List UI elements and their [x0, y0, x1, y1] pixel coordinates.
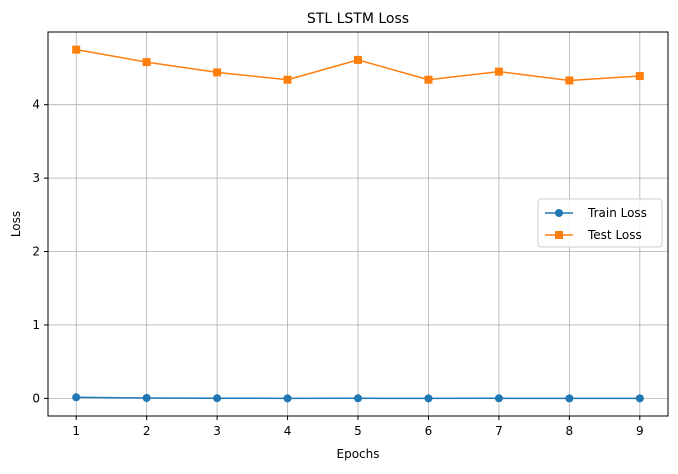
data-point-square [283, 75, 292, 84]
x-tick-label: 7 [495, 424, 503, 438]
x-axis-label: Epochs [337, 447, 380, 461]
data-point-circle [494, 394, 503, 403]
legend-label-train: Train Loss [587, 206, 647, 220]
data-point-circle [635, 394, 644, 403]
data-point-square [635, 72, 644, 81]
x-tick-label: 5 [354, 424, 362, 438]
y-tick-label: 1 [32, 318, 40, 332]
data-point-circle [213, 394, 222, 403]
legend-marker-train [555, 209, 563, 217]
y-tick-label: 0 [32, 391, 40, 405]
data-point-circle [283, 394, 292, 403]
series-train-loss [72, 393, 644, 403]
data-point-square [72, 45, 81, 54]
ticks: 1 2 3 4 5 6 7 8 9 0 1 2 3 4 [32, 98, 643, 438]
y-axis-label: Loss [9, 211, 23, 237]
legend-label-test: Test Loss [587, 228, 642, 242]
series-test-loss [72, 45, 644, 85]
data-point-circle [424, 394, 433, 403]
y-tick-label: 3 [32, 171, 40, 185]
data-point-square [565, 76, 574, 85]
data-point-square [494, 67, 503, 76]
data-point-circle [72, 393, 81, 402]
x-tick-label: 9 [636, 424, 644, 438]
data-point-circle [354, 394, 362, 403]
x-tick-label: 2 [143, 424, 151, 438]
x-tick-label: 1 [72, 424, 80, 438]
legend-marker-test [555, 231, 563, 239]
y-tick-label: 4 [32, 98, 40, 112]
x-tick-label: 4 [284, 424, 292, 438]
data-point-square [213, 68, 222, 77]
data-point-circle [565, 394, 574, 403]
data-point-circle [142, 394, 151, 403]
data-point-square [424, 75, 433, 84]
data-point-square [142, 58, 151, 67]
chart-title: STL LSTM Loss [307, 11, 409, 27]
series-layer [72, 45, 644, 403]
x-tick-label: 3 [213, 424, 221, 438]
x-tick-label: 8 [566, 424, 574, 438]
y-tick-label: 2 [32, 245, 40, 259]
data-point-square [354, 55, 362, 64]
x-tick-label: 6 [425, 424, 433, 438]
legend: Train Loss Test Loss [537, 198, 663, 248]
